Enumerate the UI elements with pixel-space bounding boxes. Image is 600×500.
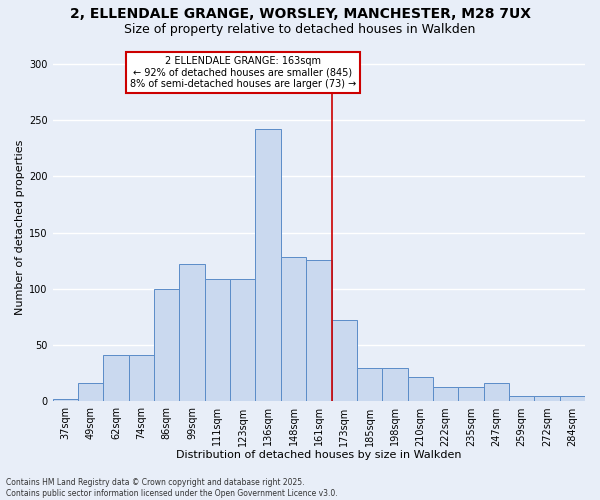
Bar [535, 396, 560, 402]
X-axis label: Distribution of detached houses by size in Walkden: Distribution of detached houses by size … [176, 450, 461, 460]
Bar [509, 396, 535, 402]
Bar [433, 387, 458, 402]
Bar [78, 384, 103, 402]
Bar [154, 289, 179, 402]
Bar [281, 258, 306, 402]
Text: 2, ELLENDALE GRANGE, WORSLEY, MANCHESTER, M28 7UX: 2, ELLENDALE GRANGE, WORSLEY, MANCHESTER… [70, 8, 530, 22]
Bar [332, 320, 357, 402]
Bar [256, 129, 281, 402]
Bar [205, 279, 230, 402]
Bar [357, 368, 382, 402]
Bar [103, 356, 129, 402]
Bar [382, 368, 407, 402]
Bar [458, 387, 484, 402]
Text: Size of property relative to detached houses in Walkden: Size of property relative to detached ho… [124, 22, 476, 36]
Text: Contains HM Land Registry data © Crown copyright and database right 2025.
Contai: Contains HM Land Registry data © Crown c… [6, 478, 338, 498]
Bar [484, 384, 509, 402]
Y-axis label: Number of detached properties: Number of detached properties [15, 140, 25, 314]
Bar [407, 376, 433, 402]
Bar [179, 264, 205, 402]
Bar [560, 396, 585, 402]
Bar [129, 356, 154, 402]
Bar [306, 260, 332, 402]
Text: 2 ELLENDALE GRANGE: 163sqm
← 92% of detached houses are smaller (845)
8% of semi: 2 ELLENDALE GRANGE: 163sqm ← 92% of deta… [130, 56, 356, 89]
Bar [53, 399, 78, 402]
Bar [230, 279, 256, 402]
